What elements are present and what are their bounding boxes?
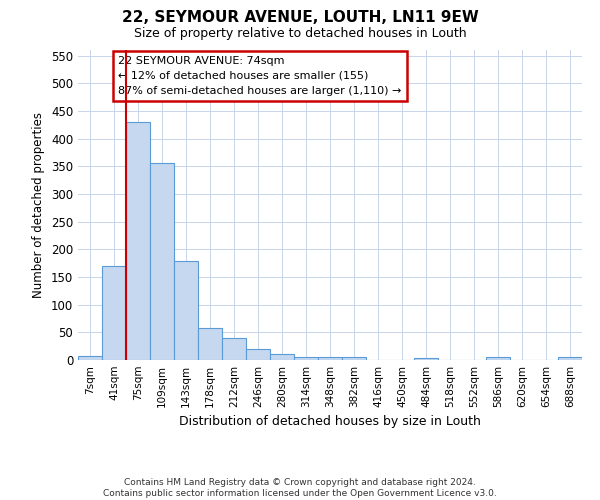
- Bar: [246, 349, 270, 360]
- X-axis label: Distribution of detached houses by size in Louth: Distribution of detached houses by size …: [179, 416, 481, 428]
- Bar: [414, 358, 438, 360]
- Bar: [222, 338, 246, 360]
- Bar: [294, 356, 318, 360]
- Bar: [150, 163, 174, 360]
- Bar: [198, 328, 222, 360]
- Bar: [270, 354, 294, 360]
- Text: Contains HM Land Registry data © Crown copyright and database right 2024.
Contai: Contains HM Land Registry data © Crown c…: [103, 478, 497, 498]
- Text: Size of property relative to detached houses in Louth: Size of property relative to detached ho…: [134, 28, 466, 40]
- Bar: [558, 357, 582, 360]
- Bar: [486, 357, 510, 360]
- Bar: [78, 356, 102, 360]
- Bar: [174, 262, 198, 360]
- Y-axis label: Number of detached properties: Number of detached properties: [32, 112, 46, 298]
- Text: 22, SEYMOUR AVENUE, LOUTH, LN11 9EW: 22, SEYMOUR AVENUE, LOUTH, LN11 9EW: [122, 10, 478, 25]
- Bar: [318, 357, 342, 360]
- Bar: [126, 122, 150, 360]
- Bar: [102, 266, 126, 360]
- Text: 22 SEYMOUR AVENUE: 74sqm
← 12% of detached houses are smaller (155)
87% of semi-: 22 SEYMOUR AVENUE: 74sqm ← 12% of detach…: [118, 56, 401, 96]
- Bar: [342, 357, 366, 360]
